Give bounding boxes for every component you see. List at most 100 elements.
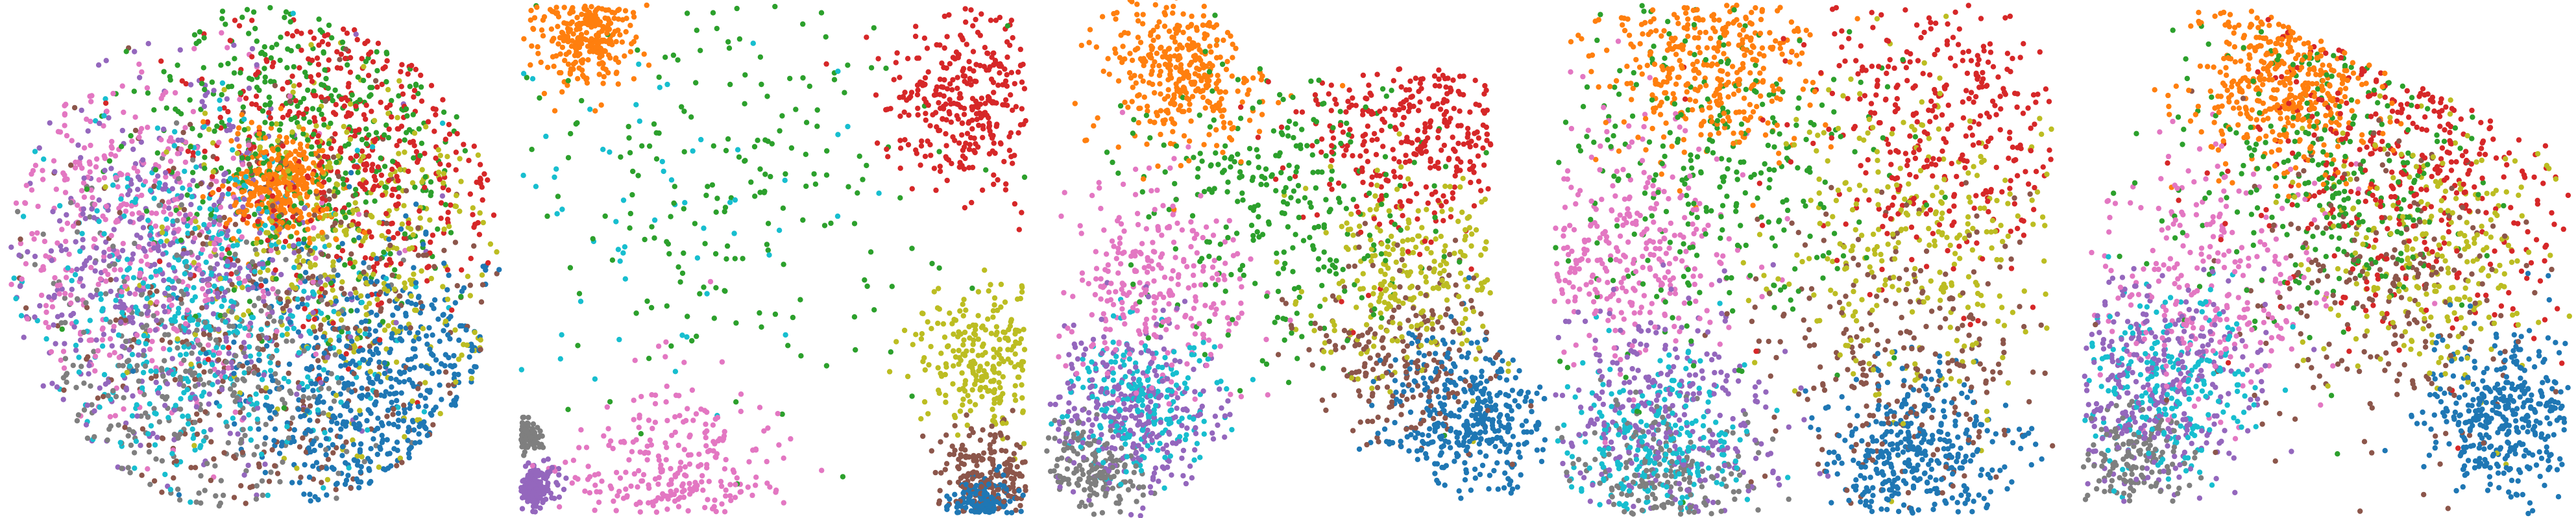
point-class-9 [191,285,197,291]
point-class-9 [201,123,207,130]
point-class-9 [369,144,376,150]
point-class-5 [348,485,354,491]
point-class-6 [646,417,652,423]
point-class-7 [240,426,246,432]
point-class-9 [679,332,685,338]
point-class-6 [592,507,598,513]
point-class-7 [286,435,292,441]
point-class-0 [321,399,326,405]
point-class-7 [107,319,113,325]
point-class-7 [198,473,204,479]
point-class-4 [70,310,77,317]
point-class-8 [321,317,327,323]
point-class-6 [70,223,77,229]
point-class-1 [562,58,568,64]
point-class-8 [1021,441,1027,447]
point-class-2 [297,273,303,279]
point-class-5 [299,296,306,302]
point-class-3 [204,119,211,125]
point-class-6 [681,447,687,452]
point-class-7 [344,449,350,454]
point-class-7 [89,402,95,408]
point-class-1 [622,53,627,59]
point-class-6 [77,162,83,167]
point-class-9 [192,447,198,453]
point-class-0 [407,405,413,412]
point-class-4 [103,58,109,64]
point-class-2 [231,70,237,76]
point-class-4 [195,356,201,362]
point-class-5 [315,418,321,424]
point-class-3 [386,126,392,132]
point-class-4 [108,166,114,171]
point-class-4 [298,333,304,339]
point-class-0 [302,430,308,436]
point-class-4 [86,371,91,377]
point-class-5 [494,271,500,277]
point-class-7 [198,500,204,506]
point-class-0 [398,324,404,330]
point-class-3 [343,351,349,357]
point-class-9 [254,401,260,406]
point-class-3 [968,7,974,13]
point-class-1 [574,14,580,21]
point-class-0 [306,445,311,451]
point-class-3 [314,139,321,145]
point-class-0 [391,421,397,428]
point-class-4 [161,303,167,310]
point-class-6 [723,493,729,499]
point-class-1 [252,167,258,173]
point-class-9 [636,61,642,68]
point-class-3 [369,234,374,240]
point-class-6 [614,493,620,499]
point-class-9 [145,217,151,223]
point-class-7 [254,483,260,489]
point-class-2 [187,97,193,103]
point-class-3 [354,164,360,170]
point-class-8 [936,286,942,291]
point-class-3 [347,260,353,266]
point-class-3 [485,177,491,183]
point-class-3 [217,114,223,121]
point-class-3 [398,123,405,129]
point-class-6 [638,393,644,400]
point-class-2 [226,251,232,256]
point-class-2 [219,16,225,21]
point-class-3 [377,337,383,343]
point-class-4 [324,354,330,360]
point-class-1 [200,119,206,125]
point-class-0 [403,313,409,319]
point-class-4 [102,167,108,173]
point-class-3 [411,94,417,100]
point-class-2 [294,119,300,126]
point-class-3 [1002,187,1009,193]
point-class-3 [989,55,995,60]
point-class-9 [234,242,240,248]
point-class-2 [262,74,268,80]
point-class-3 [962,6,968,12]
point-class-8 [349,222,355,228]
point-class-4 [269,257,276,263]
point-class-3 [491,212,497,218]
point-class-3 [389,220,395,227]
point-class-9 [121,213,127,219]
point-class-6 [660,491,666,497]
point-class-0 [437,338,443,344]
point-class-2 [635,47,640,53]
point-class-2 [300,95,307,102]
point-class-3 [374,260,380,266]
point-class-8 [997,336,1002,343]
point-class-3 [306,56,311,62]
point-class-9 [143,341,149,347]
point-class-4 [91,215,97,221]
point-class-3 [374,84,380,90]
point-class-9 [144,295,150,302]
point-class-6 [97,276,104,282]
point-class-6 [107,336,114,342]
point-class-6 [61,365,67,371]
point-class-5 [274,342,280,348]
point-class-7 [176,497,183,503]
point-class-0 [385,407,391,413]
point-class-5 [325,253,331,259]
point-class-4 [118,319,124,325]
